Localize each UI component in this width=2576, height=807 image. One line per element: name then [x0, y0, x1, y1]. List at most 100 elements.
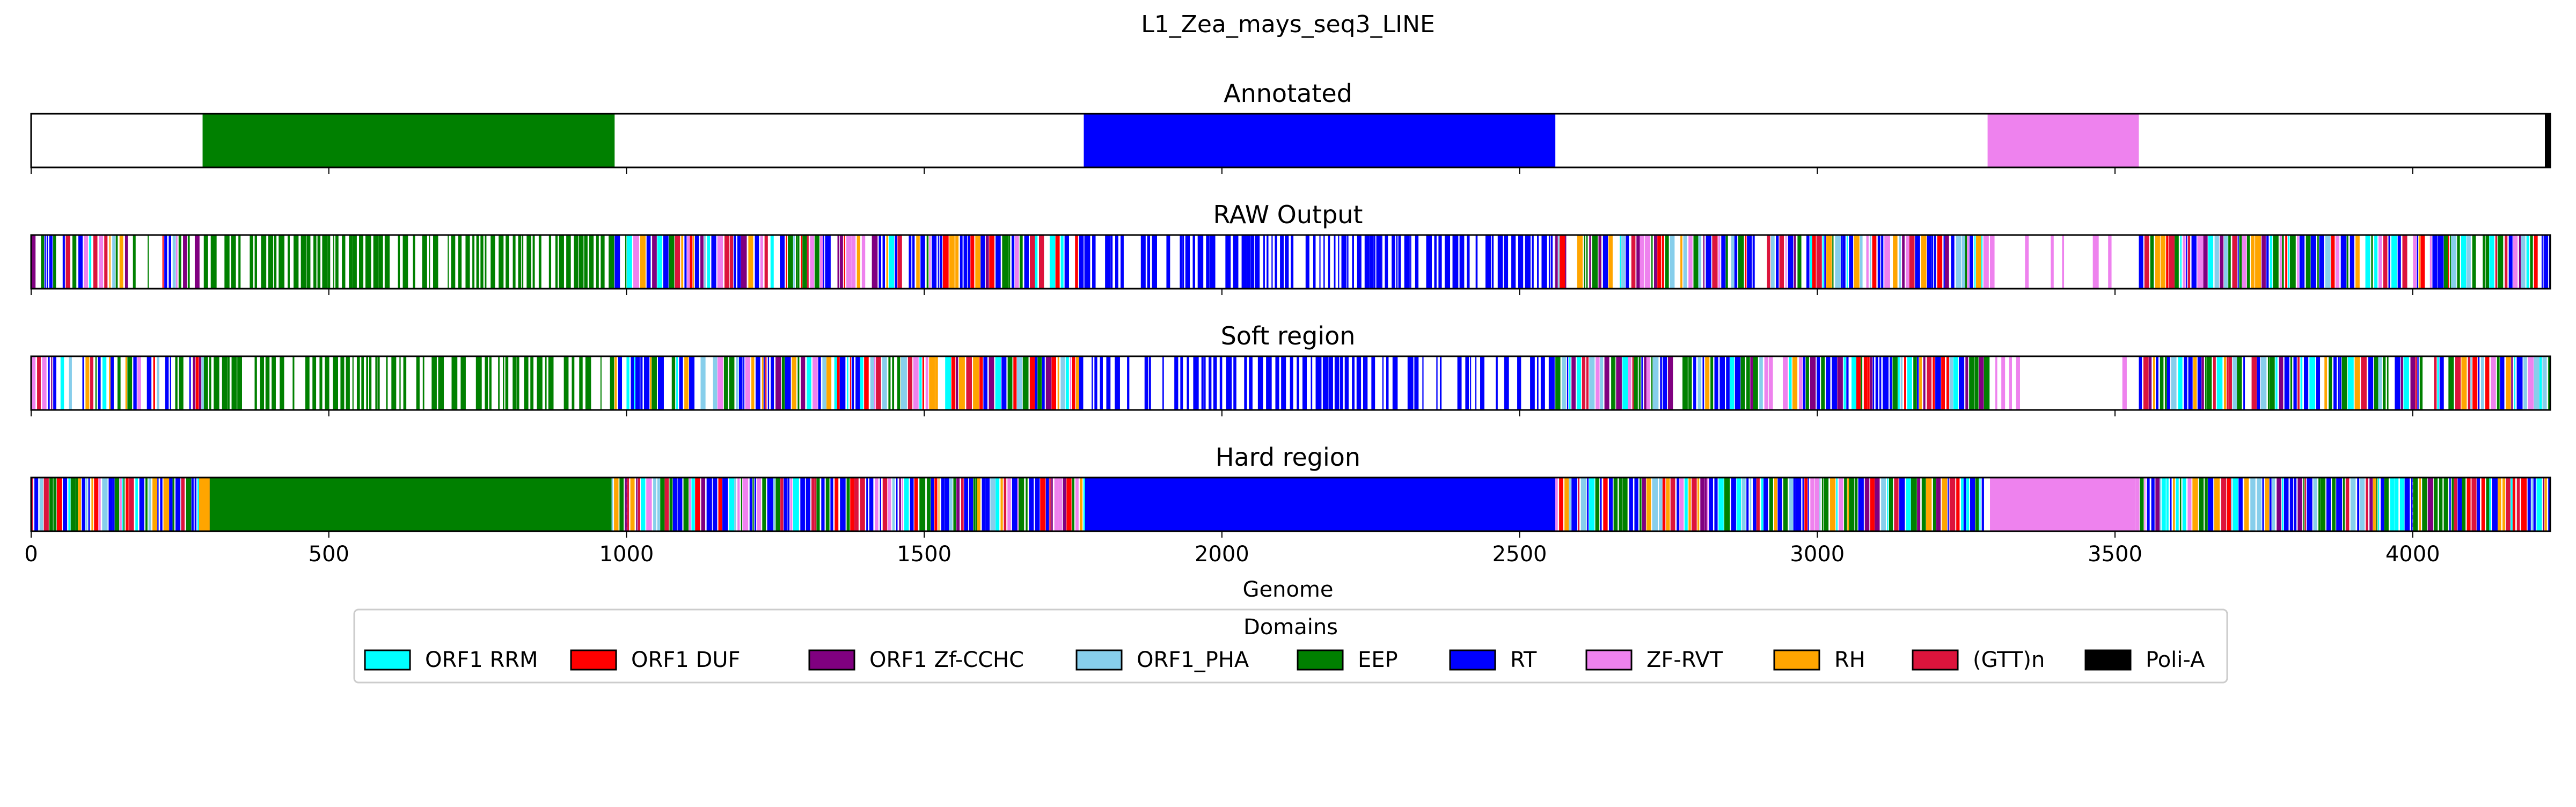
segment-rt — [139, 478, 144, 531]
segment-rh — [916, 235, 920, 289]
segment-rh — [2544, 478, 2547, 531]
segment-orf1-rrm — [2178, 356, 2183, 410]
segment-eep — [564, 356, 569, 410]
segment-orf1-pha — [700, 356, 706, 410]
segment-rt — [2492, 478, 2498, 531]
segment-eep — [476, 235, 479, 289]
segment-rh — [1666, 478, 1670, 531]
segment-eep — [2433, 478, 2438, 531]
segment-orf1-pha — [1569, 478, 1571, 531]
segment-rt — [1291, 235, 1294, 289]
segment-zf-rvt — [2144, 478, 2146, 531]
track-border — [30, 113, 2551, 168]
segment-orf1-zf-cchc — [2279, 356, 2284, 410]
segment--gtt-n — [37, 356, 41, 410]
segment-orf1-zf-cchc — [2427, 478, 2434, 531]
segment-rt — [920, 235, 925, 289]
segment-rt — [1084, 235, 1091, 289]
segment-rh — [886, 235, 889, 289]
segment-rt — [1281, 356, 1286, 410]
segment-rh — [2354, 356, 2360, 410]
segment-eep — [353, 235, 357, 289]
segment-eep — [1651, 235, 1653, 289]
segment-rt — [2156, 356, 2158, 410]
segment-eep — [2282, 235, 2284, 289]
segment-orf1-pha — [736, 356, 739, 410]
segment-rt — [785, 356, 791, 410]
segment-eep — [2332, 478, 2336, 531]
segment-orf1-rrm — [1736, 478, 1741, 531]
segment-zf-rvt — [689, 478, 691, 531]
segment-eep — [187, 235, 190, 289]
segment-rt — [1548, 356, 1555, 410]
segment-eep — [238, 235, 241, 289]
segment-rt — [1381, 235, 1382, 289]
segment-rt — [2139, 356, 2142, 410]
segment-eep — [2462, 478, 2466, 531]
segment-rt — [2543, 235, 2549, 289]
segment-eep — [175, 356, 178, 410]
segment-rt — [1706, 235, 1711, 289]
segment-rh — [1697, 478, 1700, 531]
segment-rt — [684, 235, 687, 289]
segment-orf1-zf-cchc — [1051, 478, 1053, 531]
segment-eep — [788, 235, 793, 289]
segment-eep — [1740, 356, 1745, 410]
segment-eep — [377, 356, 380, 410]
segment-orf1-zf-cchc — [2511, 356, 2513, 410]
segment-rt — [53, 356, 56, 410]
segment--gtt-n — [129, 478, 134, 531]
segment-orf1-zf-cchc — [2543, 478, 2544, 531]
segment-orf1-duf — [844, 235, 845, 289]
segment-eep — [1911, 478, 1917, 531]
segment-rh — [2502, 478, 2506, 531]
segment-eep — [475, 356, 482, 410]
segment-eep — [1611, 356, 1614, 410]
segment-orf1-zf-cchc — [125, 235, 128, 289]
segment-orf1-duf — [786, 235, 787, 289]
segment-rt — [1250, 235, 1255, 289]
segment-rh — [91, 478, 93, 531]
segment-rt — [694, 235, 699, 289]
segment-rt — [851, 356, 854, 410]
segment-eep — [1037, 356, 1042, 410]
segment-eep — [148, 235, 149, 289]
segment-rt — [1290, 356, 1293, 410]
segment-rt — [711, 235, 716, 289]
segment-orf1-duf — [2534, 235, 2538, 289]
segment-orf1-rrm — [1822, 235, 1824, 289]
segment-orf1-rrm — [2539, 356, 2542, 410]
segment-orf1-rrm — [707, 235, 711, 289]
segment-eep — [1889, 478, 1893, 531]
segment-rt — [1376, 235, 1381, 289]
segment-eep — [340, 356, 345, 410]
segment-eep — [178, 235, 181, 289]
segment-rt — [1152, 235, 1157, 289]
segment-orf1-zf-cchc — [1902, 235, 1905, 289]
segment-orf1-pha — [2521, 235, 2526, 289]
segment-zf-rvt — [84, 235, 89, 289]
segment-eep — [1969, 356, 1974, 410]
segment-rt — [646, 235, 651, 289]
segment-orf1-zf-cchc — [1565, 235, 1567, 289]
segment-orf1-pha — [1731, 235, 1735, 289]
segment-rh — [1774, 478, 1777, 531]
segment-rt — [1677, 478, 1680, 531]
segment-orf1-rrm — [847, 356, 848, 410]
segment-orf1-duf — [951, 356, 956, 410]
segment-orf1-pha — [1621, 235, 1625, 289]
segment-orf1-zf-cchc — [701, 478, 706, 531]
segment--gtt-n — [1909, 235, 1915, 289]
segment-orf1-rrm — [2390, 478, 2394, 531]
segment--gtt-n — [627, 478, 630, 531]
segment-orf1-rrm — [2270, 235, 2273, 289]
legend-swatch — [1912, 649, 1959, 671]
segment-zf-rvt — [2197, 235, 2204, 289]
segment-rt — [175, 478, 181, 531]
segment-rt — [160, 478, 163, 531]
segment-rt — [2293, 356, 2297, 410]
segment--gtt-n — [908, 356, 913, 410]
segment-rt — [191, 478, 194, 531]
segment-orf1-duf — [1560, 235, 1565, 289]
segment-rt — [2404, 478, 2410, 531]
